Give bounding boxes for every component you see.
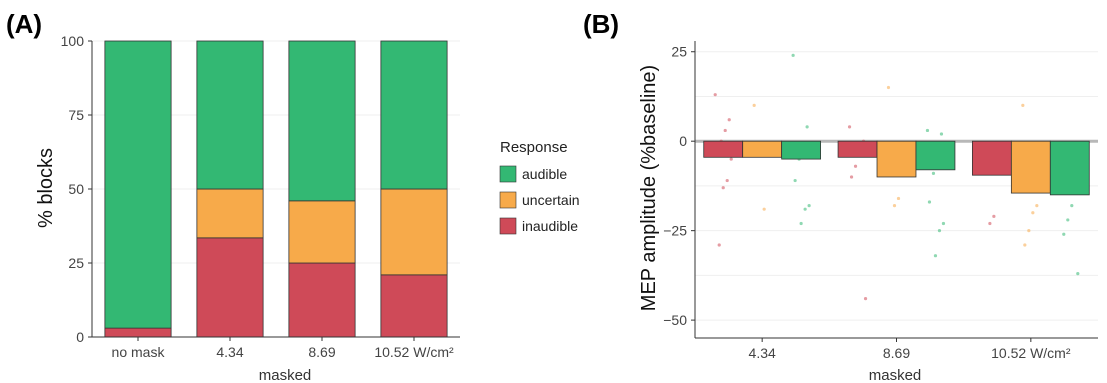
panel-a-bar-inaudible — [104, 327, 172, 338]
legend: Response audible uncertain inaudible — [499, 139, 580, 235]
panel-b-point-audible — [927, 200, 932, 204]
panel-b-bar-audible — [915, 140, 956, 171]
panel-a-bar-uncertain — [196, 188, 264, 239]
panel-b-y-tick-label: 0 — [679, 133, 687, 149]
panel-b-y-axis-title: MEP amplitude (%baseline) — [638, 65, 660, 311]
panel-b-point-inaudible — [723, 128, 727, 133]
panel-b-y-tick-label: −50 — [663, 312, 687, 328]
panel-a-label: (A) — [6, 9, 42, 39]
panel-b-point-inaudible — [849, 175, 854, 179]
panel-a-bar-uncertain — [288, 200, 356, 264]
panel-a-x-tick-label: 8.69 — [308, 344, 335, 360]
panel-b-point-inaudible — [721, 186, 725, 190]
panel-b-point-audible — [941, 221, 946, 226]
panel-b-point-audible — [793, 178, 797, 183]
panel-b-y-tick-label: 25 — [671, 44, 687, 60]
panel-b-point-inaudible — [727, 118, 731, 122]
panel-b-point-audible — [925, 128, 930, 133]
panel-b-point-audible — [799, 221, 803, 226]
panel-a-chart: 0 25 50 75 100 no mask 4.34 8.69 10.52 W/cm² mas… — [35, 33, 460, 383]
legend-title: Response — [500, 139, 568, 156]
panel-a-y-tick-label: 0 — [76, 329, 84, 345]
panel-a-axes: 0 25 50 75 100 no mask 4.34 8.69 10.52 W/cm² — [61, 33, 460, 360]
panel-a-x-tick-label: 4.34 — [216, 344, 243, 360]
panel-b-point-audible — [933, 254, 938, 258]
panel-a-bar-audible — [104, 40, 172, 329]
panel-b-point-audible — [805, 125, 809, 129]
panel-b-point-inaudible — [713, 93, 717, 97]
panel-b-point-inaudible — [847, 125, 852, 129]
panel-b-bars — [703, 140, 1090, 196]
legend-label-uncertain: uncertain — [522, 192, 580, 208]
panel-a-y-tick-label: 100 — [61, 33, 85, 49]
panel-b-bar-uncertain — [876, 140, 917, 178]
panel-b-point-audible — [807, 204, 811, 208]
panel-b-point-uncertain — [752, 103, 756, 108]
panel-b-point-uncertain — [1035, 204, 1039, 208]
panel-b-x-axis-title: masked — [869, 367, 922, 383]
panel-b-point-audible — [1062, 232, 1066, 236]
panel-b-x-tick-label: 4.34 — [749, 345, 776, 361]
panel-b-point-audible — [791, 53, 795, 57]
panel-a-y-tick-label: 50 — [68, 181, 84, 197]
panel-a-y-tick-label: 25 — [68, 255, 84, 271]
panel-b-point-uncertain — [892, 204, 897, 208]
panel-b-bar-inaudible — [703, 140, 744, 158]
panel-b-point-audible — [931, 171, 936, 175]
legend-label-audible: audible — [522, 166, 567, 182]
panel-a-bar-audible — [288, 40, 356, 202]
panel-b-point-inaudible — [729, 157, 733, 161]
panel-b-point-uncertain — [1021, 103, 1025, 108]
panel-b-point-uncertain — [1027, 229, 1031, 233]
panel-a-y-axis-title: % blocks — [35, 148, 57, 228]
panel-b-point-inaudible — [988, 221, 992, 226]
panel-b-bar-uncertain — [1010, 140, 1051, 194]
panel-b-bar-inaudible — [971, 140, 1012, 176]
panel-b-point-audible — [1066, 218, 1070, 222]
panel-b-point-uncertain — [762, 207, 766, 211]
panel-b-point-uncertain — [1023, 243, 1027, 247]
panel-b-point-audible — [937, 229, 942, 233]
panel-b-point-inaudible — [863, 297, 868, 301]
panel-a-bar-audible — [380, 40, 448, 190]
panel-b-point-inaudible — [725, 178, 729, 183]
legend-swatch-audible — [499, 165, 517, 183]
panel-a-x-tick-label: no mask — [112, 344, 166, 360]
legend-swatch-inaudible — [499, 217, 517, 235]
panel-a-bar-audible — [196, 40, 264, 190]
panel-a-x-axis-title: masked — [259, 367, 312, 383]
panel-a-bar-uncertain — [380, 188, 448, 276]
panel-b-point-audible — [939, 132, 944, 136]
panel-b-point-audible — [803, 207, 807, 211]
panel-a-bar-inaudible — [288, 262, 356, 338]
panel-b-point-inaudible — [717, 243, 721, 247]
legend-swatch-uncertain — [499, 191, 517, 209]
panel-b-point-inaudible — [992, 214, 996, 218]
panel-b-point-audible — [1070, 204, 1074, 208]
panel-b-point-uncertain — [1031, 211, 1035, 215]
panel-b-x-tick-label: 8.69 — [883, 345, 910, 361]
panel-a-bar-inaudible — [196, 237, 264, 338]
panel-b-chart: −50 −25 0 25 4.34 8.69 10.52 W/cm² masked MEP … — [638, 41, 1098, 383]
panel-b-axes: −50 −25 0 25 4.34 8.69 10.52 W/cm² — [663, 41, 1098, 361]
panel-a-bar-inaudible — [380, 274, 448, 338]
panel-b-label: (B) — [583, 9, 619, 39]
panel-b-bar-audible — [1049, 140, 1090, 196]
panel-b-point-uncertain — [886, 85, 891, 90]
panel-b-y-tick-label: −25 — [663, 223, 687, 239]
legend-label-inaudible: inaudible — [522, 218, 578, 234]
panel-b-x-tick-label: 10.52 W/cm² — [991, 345, 1071, 361]
panel-a-y-tick-label: 75 — [68, 107, 84, 123]
panel-a-x-tick-label: 10.52 W/cm² — [374, 344, 454, 360]
panel-b-bar-audible — [781, 140, 822, 160]
panel-b-point-audible — [1076, 271, 1080, 276]
panel-b-point-uncertain — [896, 196, 901, 201]
panel-b-point-inaudible — [853, 164, 858, 168]
panel-a-bars — [104, 40, 448, 338]
panel-b-bar-inaudible — [837, 140, 878, 158]
panel-b-bar-uncertain — [742, 140, 783, 158]
